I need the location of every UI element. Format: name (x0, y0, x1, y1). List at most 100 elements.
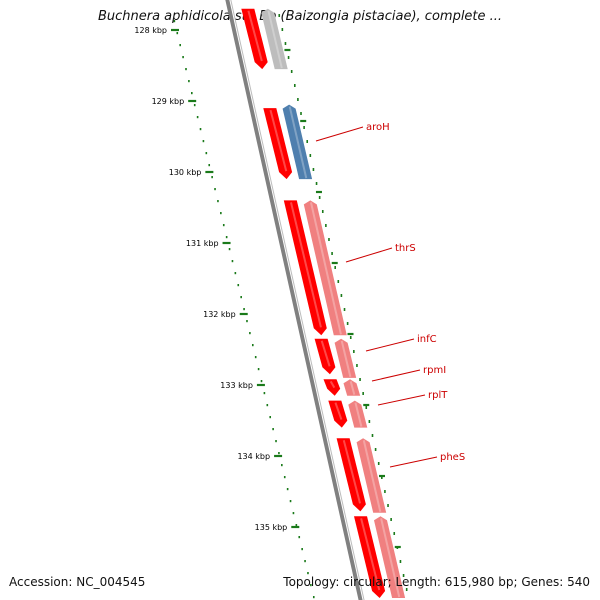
gene-arrow (263, 108, 293, 180)
ruler-dot (231, 260, 234, 263)
gene-highlight (354, 402, 363, 427)
ruler-dot (214, 188, 216, 191)
rplt-label: rplT (428, 390, 448, 401)
tick-label: 135 kbp (255, 523, 288, 532)
ruler-dot (286, 488, 289, 491)
map-title: Buchnera aphidicola str. Bp (Baizongia p… (97, 9, 503, 24)
outer-scale-dot (290, 70, 293, 73)
ruler-dot (275, 440, 277, 443)
ruler-dot (249, 332, 251, 335)
infc-label: infC (417, 334, 437, 345)
outer-scale-dot (325, 224, 327, 227)
ruler-dot (243, 308, 245, 311)
gene-highlight (247, 10, 263, 62)
ruler-dot (202, 140, 205, 143)
rplt-leader-line (377, 394, 426, 406)
outer-scale-dot (278, 14, 281, 17)
thrs-gene-arrow (303, 200, 347, 336)
outer-scale-dot (306, 140, 309, 143)
tick-label: 134 kbp (237, 452, 270, 461)
ruler-dot (222, 224, 225, 227)
phes-leader-line (389, 456, 438, 468)
ruler-dot (246, 320, 248, 323)
outer-scale-dot (381, 476, 383, 479)
gene-highlight (290, 202, 322, 328)
outer-scale-dot (284, 42, 287, 45)
tick-label: 131 kbp (186, 239, 219, 248)
gene-arrow (334, 338, 357, 378)
gene-highlight (310, 202, 342, 335)
ruler-dot (217, 200, 219, 203)
accession-text: Accession: NC_004545 (9, 575, 146, 589)
gene-arrow (261, 8, 288, 70)
tick-label: 129 kbp (152, 97, 185, 106)
outer-scale-dot (368, 420, 371, 423)
gene-arrow (343, 379, 361, 396)
gene-highlight (267, 10, 283, 69)
outer-scale-dot (337, 280, 340, 283)
ruler-dot (188, 80, 190, 83)
ruler-dot (199, 128, 202, 131)
outer-scale-dot (331, 252, 333, 255)
ruler-dot (257, 368, 260, 371)
outer-scale-dot (293, 84, 296, 87)
backbone-line (225, 0, 363, 600)
ruler-dot (251, 344, 254, 347)
ruler-dot (179, 44, 181, 47)
infc-gene-arrow (314, 338, 336, 375)
ruler-dot (266, 404, 269, 407)
outer-scale-dot (393, 532, 396, 535)
outer-scale-dot (356, 364, 358, 367)
ruler-dot (281, 464, 283, 467)
ruler-dot (295, 524, 298, 527)
outer-scale-dot (377, 462, 380, 465)
gene-highlight (362, 440, 382, 513)
ruler-dot (310, 584, 312, 587)
ruler-dot (289, 500, 292, 503)
ruler-dot (292, 512, 295, 515)
outer-scale-dot (343, 308, 346, 311)
outer-scale-dot (359, 378, 361, 381)
ruler-dot (269, 416, 272, 419)
ruler-dot (298, 536, 301, 539)
backbone-edge (230, 0, 365, 600)
outer-scale-dot (300, 112, 302, 115)
gene-highlight (334, 402, 343, 420)
ruler-dot (312, 596, 315, 599)
gene-highlight (320, 340, 331, 367)
outer-scale-dot (318, 196, 321, 199)
gene-highlight (329, 380, 336, 389)
outer-scale-dot (371, 434, 374, 437)
ruler-dot (301, 548, 303, 551)
outer-scale-dot (402, 574, 405, 577)
ruler-dot (260, 380, 263, 383)
rpmi-label: rpmI (423, 365, 446, 376)
outer-scale-dot (297, 98, 299, 101)
aroh-gene-arrow (282, 104, 313, 180)
aroh-leader-line (315, 126, 364, 142)
ruler-dot (307, 572, 309, 575)
thrs-leader-line (345, 247, 393, 263)
phes-label: pheS (440, 452, 465, 463)
gene-highlight (380, 518, 401, 598)
gene-highlight (340, 340, 352, 378)
gene-highlight (360, 518, 381, 591)
outer-scale-dot (362, 392, 364, 395)
gene-highlight (349, 381, 356, 395)
gene-arrow (354, 516, 386, 598)
ruler-dot (211, 176, 213, 179)
ruler-dot (272, 428, 274, 431)
ruler-dot (283, 476, 286, 479)
ruler-dot (173, 20, 176, 23)
tick-label: 133 kbp (220, 381, 253, 390)
rpmi-gene-arrow (323, 379, 341, 396)
outer-scale-dot (287, 56, 290, 59)
outer-scale-dot (315, 182, 318, 185)
ruler-dot (193, 104, 196, 107)
ruler-dot (182, 56, 184, 59)
ruler-dot (185, 68, 187, 71)
ruler-dot (278, 452, 280, 455)
gene-arrow (348, 400, 368, 428)
